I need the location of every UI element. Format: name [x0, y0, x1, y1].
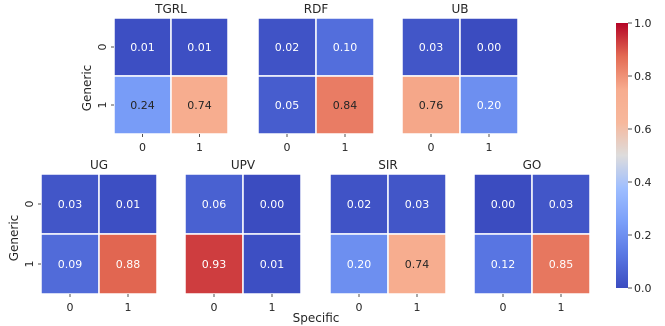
cell-value-label: 0.05: [275, 99, 300, 112]
col-tick-label: 1: [414, 301, 421, 314]
cell-value-label: 0.10: [333, 41, 358, 54]
cell-value-label: 0.03: [58, 198, 83, 211]
cell-value-label: 0.24: [130, 99, 155, 112]
heatmap-cell: [473, 233, 533, 295]
cell-value-label: 0.00: [477, 41, 502, 54]
col-axis-label: Specific: [293, 311, 340, 325]
col-tick-label: 1: [196, 141, 203, 154]
cell-value-label: 0.85: [549, 258, 574, 271]
heatmap-cell: [315, 75, 375, 135]
row-tick-label: 0: [23, 201, 36, 208]
heatmap-cell: [459, 17, 519, 77]
cell-value-label: 0.03: [405, 198, 430, 211]
heatmap-cell: [329, 233, 389, 295]
row-tick-label: 0: [96, 44, 109, 51]
colorbar-tick-label: 0.6: [634, 123, 652, 136]
cell-value-label: 0.01: [116, 198, 141, 211]
col-tick-label: 1: [269, 301, 276, 314]
cell-value-label: 0.93: [202, 258, 227, 271]
cell-value-label: 0.76: [419, 99, 444, 112]
colorbar-tick-label: 0.0: [634, 282, 652, 295]
col-tick-label: 0: [284, 141, 291, 154]
heatmap-cell: [242, 173, 302, 235]
heatmap-cell: [531, 233, 591, 295]
colorbar-gradient: [616, 23, 628, 288]
cell-value-label: 0.01: [130, 41, 155, 54]
colorbar-tick-label: 0.2: [634, 229, 652, 242]
col-tick-label: 0: [211, 301, 218, 314]
col-tick-label: 0: [356, 301, 363, 314]
heatmap-panel-ub: UB 0.03 0.00 0.76 0.20 0 1: [401, 2, 519, 154]
row-axis-label-bottom: Generic: [7, 215, 21, 262]
row-axis-label-top: Generic: [80, 65, 94, 112]
panel-title: UPV: [231, 158, 256, 172]
heatmap-panel-go: GO 0.00 0.03 0.12 0.85 0 1: [473, 158, 591, 314]
cell-value-label: 0.74: [187, 99, 212, 112]
col-tick-label: 0: [500, 301, 507, 314]
heatmap-cell: [242, 233, 302, 295]
cell-value-label: 0.84: [333, 99, 358, 112]
axis-labels: Generic Generic Specific: [7, 65, 339, 325]
col-tick-label: 0: [139, 141, 146, 154]
col-tick-label: 1: [342, 141, 349, 154]
colorbar: 0.0 0.2 0.4 0.6 0.8 1.0: [616, 17, 652, 295]
cell-value-label: 0.74: [405, 258, 430, 271]
cell-value-label: 0.00: [260, 198, 285, 211]
cell-value-label: 0.20: [347, 258, 372, 271]
heatmap-cell: [531, 173, 591, 235]
heatmap-cell: [170, 75, 229, 135]
cell-value-label: 0.01: [187, 41, 212, 54]
heatmap-panel-ug: UG 0.03 0.01 0.09 0.88 0 1 0 1: [23, 158, 158, 314]
col-tick-label: 1: [486, 141, 493, 154]
row-tick-label: 1: [96, 102, 109, 109]
panel-title: TGRL: [154, 2, 187, 16]
heatmap-cell: [315, 17, 375, 77]
cell-value-label: 0.02: [347, 198, 372, 211]
panel-title: UG: [90, 158, 108, 172]
heatmap-cell: [98, 173, 158, 235]
heatmap-panels: TGRL 0.01 0.01 0.24 0.74 0 1 0 1 RDF 0.02 0.10 0.05 0…: [23, 2, 591, 314]
heatmap-cell: [98, 233, 158, 295]
col-tick-label: 0: [67, 301, 74, 314]
heatmap-cell: [387, 173, 447, 235]
panel-title: GO: [523, 158, 542, 172]
row-tick-label: 1: [23, 261, 36, 268]
cell-value-label: 0.09: [58, 258, 83, 271]
col-tick-label: 1: [558, 301, 565, 314]
col-tick-label: 1: [125, 301, 132, 314]
colorbar-tick-label: 1.0: [634, 17, 652, 30]
panel-title: UB: [451, 2, 468, 16]
heatmap-cell: [329, 173, 389, 235]
heatmap-cell: [184, 173, 244, 235]
heatmap-cell: [459, 75, 519, 135]
col-tick-label: 0: [428, 141, 435, 154]
colorbar-ticks: 0.0 0.2 0.4 0.6 0.8 1.0: [628, 17, 652, 295]
colorbar-tick-label: 0.8: [634, 70, 652, 83]
panel-title: RDF: [304, 2, 329, 16]
heatmap-cell: [170, 17, 229, 77]
panel-title: SIR: [378, 158, 398, 172]
cell-value-label: 0.88: [116, 258, 141, 271]
cell-value-label: 0.02: [275, 41, 300, 54]
cell-value-label: 0.12: [491, 258, 516, 271]
cell-value-label: 0.06: [202, 198, 227, 211]
cell-value-label: 0.03: [419, 41, 444, 54]
heatmap-cell: [387, 233, 447, 295]
cell-value-label: 0.03: [549, 198, 574, 211]
heatmap-panel-sir: SIR 0.02 0.03 0.20 0.74 0 1: [329, 158, 447, 314]
heatmap-panel-tgrl: TGRL 0.01 0.01 0.24 0.74 0 1 0 1: [96, 2, 229, 154]
heatmap-panel-upv: UPV 0.06 0.00 0.93 0.01 0 1: [184, 158, 302, 314]
cell-value-label: 0.00: [491, 198, 516, 211]
cell-value-label: 0.20: [477, 99, 502, 112]
cell-value-label: 0.01: [260, 258, 285, 271]
colorbar-tick-label: 0.4: [634, 176, 652, 189]
heatmap-cell: [40, 233, 100, 295]
heatmap-panel-rdf: RDF 0.02 0.10 0.05 0.84 0 1: [257, 2, 375, 154]
